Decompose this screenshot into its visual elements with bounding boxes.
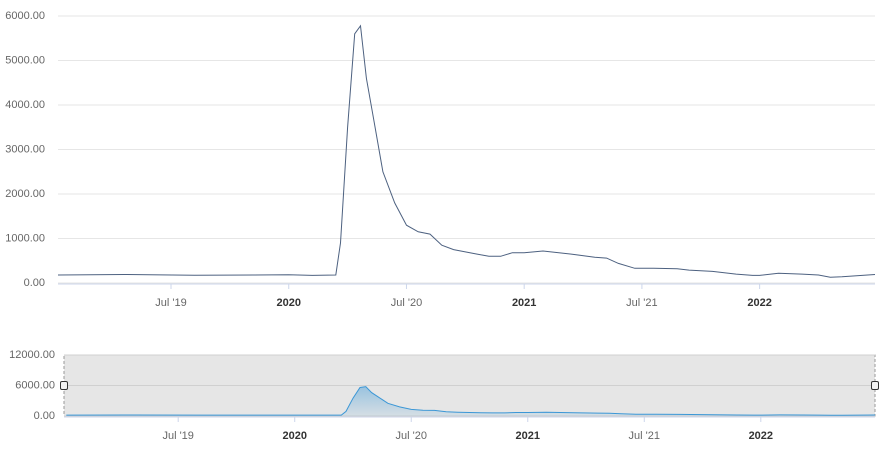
navigator-handle [871, 381, 879, 390]
y-tick-label: 2000.00 [5, 188, 45, 200]
x-tick-label: 2022 [747, 297, 771, 309]
y-tick-label: 0.00 [24, 277, 45, 289]
y-tick-label: 12000.00 [9, 349, 55, 361]
x-tick-label: 2020 [282, 430, 306, 442]
y-tick-label: 4000.00 [5, 99, 45, 111]
y-tick-label: 1000.00 [5, 232, 45, 244]
y-tick-label: 6000.00 [15, 379, 55, 391]
y-tick-label: 0.00 [34, 410, 55, 422]
x-tick-label: Jul '20 [396, 430, 427, 442]
x-tick-label: 2021 [512, 297, 536, 309]
x-tick-label: Jul '20 [391, 297, 422, 309]
y-tick-label: 3000.00 [5, 143, 45, 155]
x-tick-label: Jul '21 [626, 297, 657, 309]
x-tick-label: Jul '21 [629, 430, 660, 442]
y-tick-label: 5000.00 [5, 54, 45, 66]
y-tick-label: 6000.00 [5, 10, 45, 22]
x-tick-label: 2021 [516, 430, 540, 442]
navigator-handle [60, 381, 68, 390]
x-tick-label: Jul '19 [162, 430, 193, 442]
x-tick-label: 2022 [749, 430, 773, 442]
x-tick-label: Jul '19 [155, 297, 186, 309]
line [57, 24, 876, 278]
navigator-line [66, 386, 876, 416]
x-tick-label: 2020 [276, 297, 300, 309]
